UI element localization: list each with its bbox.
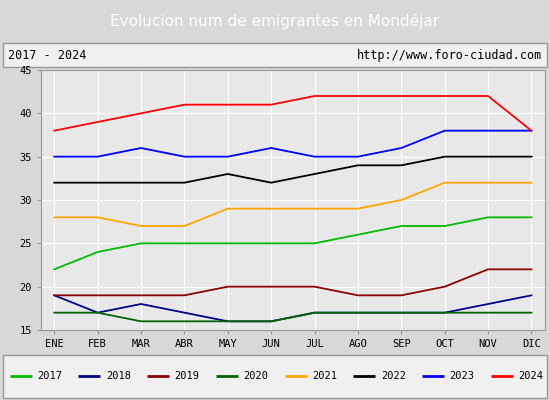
Text: 2021: 2021: [312, 371, 337, 382]
Text: 2023: 2023: [450, 371, 475, 382]
Text: 2020: 2020: [243, 371, 268, 382]
Text: 2017: 2017: [37, 371, 62, 382]
Text: 2018: 2018: [106, 371, 131, 382]
Text: Evolucion num de emigrantes en Mondéjar: Evolucion num de emigrantes en Mondéjar: [111, 13, 439, 29]
Text: http://www.foro-ciudad.com: http://www.foro-ciudad.com: [356, 49, 542, 62]
Text: 2024: 2024: [518, 371, 543, 382]
Text: 2022: 2022: [381, 371, 406, 382]
Text: 2017 - 2024: 2017 - 2024: [8, 49, 87, 62]
Text: 2019: 2019: [175, 371, 200, 382]
FancyBboxPatch shape: [3, 43, 547, 68]
FancyBboxPatch shape: [3, 355, 547, 398]
